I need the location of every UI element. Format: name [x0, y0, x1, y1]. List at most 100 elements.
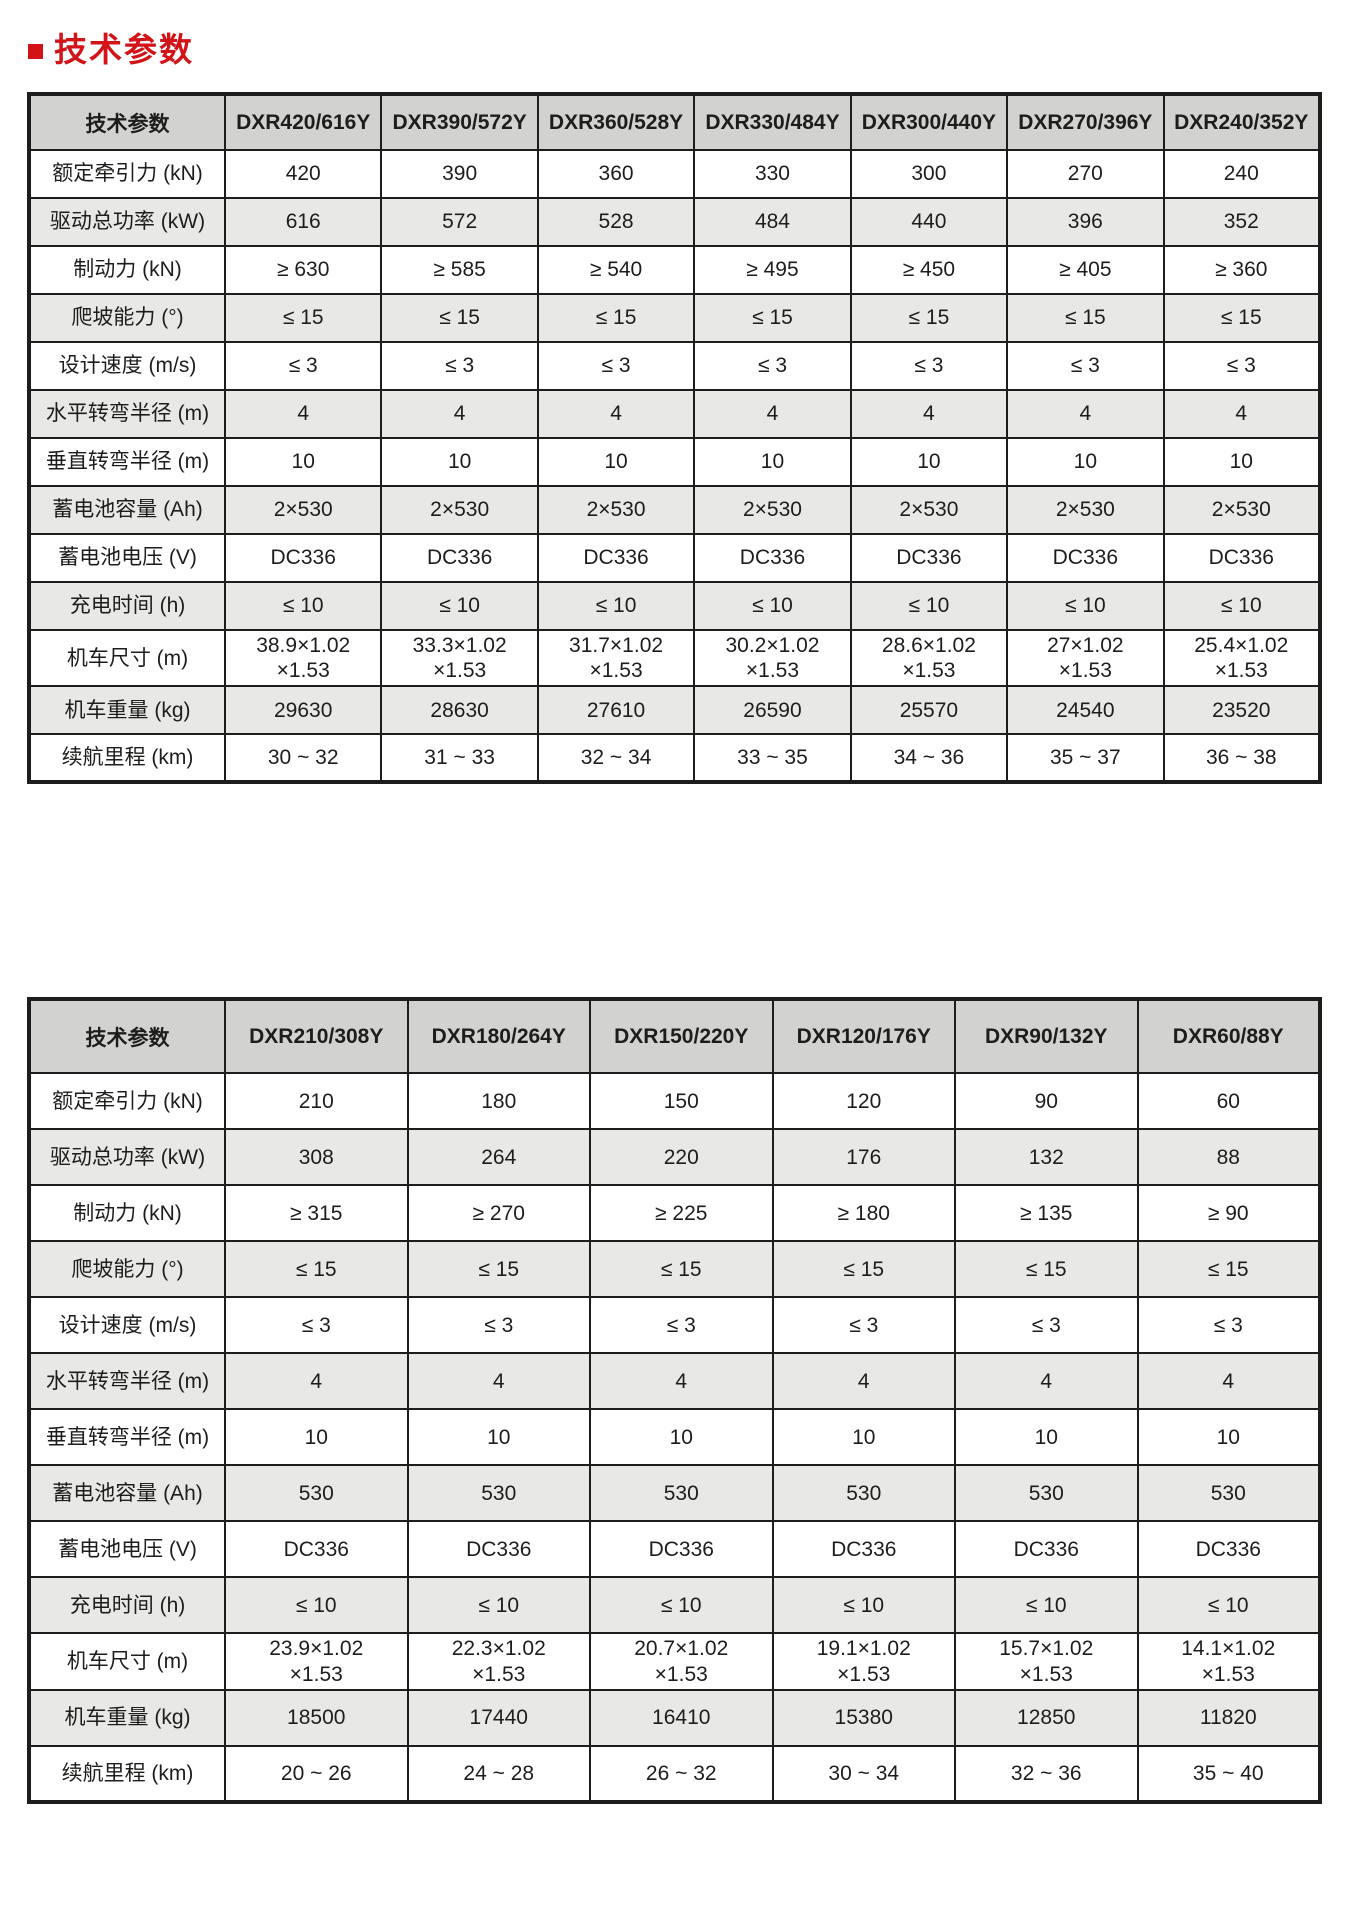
- value-cell: ≤ 3: [1006, 341, 1165, 391]
- value-cell: 2×530: [536, 485, 696, 535]
- value-cell: DC336: [693, 533, 852, 583]
- value-cell: 300: [849, 149, 1009, 199]
- value-cell: ≤ 3: [380, 341, 539, 391]
- table-row: 机车尺寸 (m) 23.9×1.02 ×1.53 22.3×1.02 ×1.53 20…: [28, 1632, 1321, 1691]
- value-cell: 22.3×1.02 ×1.53: [406, 1632, 591, 1691]
- value-cell: 180: [406, 1072, 591, 1131]
- title-bullet-icon: [28, 43, 43, 59]
- value-cell: DC336: [380, 533, 539, 583]
- value-cell: 35 ~ 40: [1136, 1744, 1321, 1803]
- value-cell: ≤ 15: [1162, 293, 1322, 343]
- value-cell: 17440: [406, 1688, 591, 1747]
- value-cell: 10: [1162, 437, 1322, 487]
- value-cell: 15.7×1.02 ×1.53: [954, 1632, 1139, 1691]
- row-label-cell: 额定牵引力 (kN): [28, 149, 226, 199]
- value-cell: 10: [224, 1408, 409, 1467]
- model-header-cell: DXR210/308Y: [224, 998, 409, 1075]
- row-label-cell: 设计速度 (m/s): [28, 341, 226, 391]
- value-cell: 10: [406, 1408, 591, 1467]
- table-row: 制动力 (kN) ≥ 315 ≥ 270 ≥ 225 ≥ 180 ≥ 135 ≥ 90: [28, 1184, 1321, 1243]
- value-cell: ≥ 315: [224, 1184, 409, 1243]
- value-cell: 10: [223, 437, 383, 487]
- value-cell: ≤ 10: [1136, 1576, 1321, 1635]
- value-cell: 330: [693, 149, 852, 199]
- table-row: 机车重量 (kg) 29630 28630 27610 26590 25570 24540 2…: [28, 685, 1322, 736]
- row-label-cell: 驱动总功率 (kW): [28, 1128, 226, 1187]
- row-label-cell: 设计速度 (m/s): [28, 1296, 226, 1355]
- value-cell: ≤ 10: [536, 581, 696, 631]
- row-label-cell: 机车重量 (kg): [28, 685, 226, 736]
- value-cell: 20 ~ 26: [224, 1744, 409, 1803]
- value-cell: ≤ 10: [771, 1576, 956, 1635]
- value-cell: DC336: [406, 1520, 591, 1579]
- value-cell: ≤ 3: [223, 341, 383, 391]
- value-cell: 150: [589, 1072, 774, 1131]
- value-cell: ≤ 10: [849, 581, 1009, 631]
- value-cell: ≤ 3: [536, 341, 696, 391]
- value-cell: 60: [1136, 1072, 1321, 1131]
- value-cell: 360: [536, 149, 696, 199]
- value-cell: 19.1×1.02 ×1.53: [771, 1632, 956, 1691]
- table-row: 续航里程 (km) 30 ~ 32 31 ~ 33 32 ~ 34 33 ~ 35 34 …: [28, 733, 1322, 784]
- model-header-cell: DXR180/264Y: [406, 998, 591, 1075]
- value-cell: 2×530: [1006, 485, 1165, 535]
- row-label-cell: 制动力 (kN): [28, 245, 226, 295]
- value-cell: ≤ 3: [1136, 1296, 1321, 1355]
- value-cell: 24 ~ 28: [406, 1744, 591, 1803]
- table-row: 制动力 (kN) ≥ 630 ≥ 585 ≥ 540 ≥ 495 ≥ 450 ≥ 405 ≥ …: [28, 245, 1322, 295]
- value-cell: 15380: [771, 1688, 956, 1747]
- table-row: 续航里程 (km) 20 ~ 26 24 ~ 28 26 ~ 32 30 ~ 34 32 …: [28, 1744, 1321, 1803]
- section-title: 技术参数: [28, 28, 1322, 70]
- value-cell: 18500: [224, 1688, 409, 1747]
- value-cell: ≥ 450: [849, 245, 1009, 295]
- value-cell: 176: [771, 1128, 956, 1187]
- value-cell: ≥ 630: [223, 245, 383, 295]
- value-cell: 10: [536, 437, 696, 487]
- value-cell: 396: [1006, 197, 1165, 247]
- value-cell: 27610: [536, 685, 696, 736]
- value-cell: 4: [380, 389, 539, 439]
- value-cell: 616: [223, 197, 383, 247]
- table-row: 爬坡能力 (°) ≤ 15 ≤ 15 ≤ 15 ≤ 15 ≤ 15 ≤ 15 ≤ 15: [28, 293, 1322, 343]
- value-cell: 572: [380, 197, 539, 247]
- value-cell: 32 ~ 34: [536, 733, 696, 784]
- value-cell: ≥ 225: [589, 1184, 774, 1243]
- table-row: 设计速度 (m/s) ≤ 3 ≤ 3 ≤ 3 ≤ 3 ≤ 3 ≤ 3 ≤ 3: [28, 341, 1322, 391]
- value-cell: 10: [589, 1408, 774, 1467]
- value-cell: 10: [1136, 1408, 1321, 1467]
- value-cell: ≥ 540: [536, 245, 696, 295]
- value-cell: ≥ 270: [406, 1184, 591, 1243]
- value-cell: 390: [380, 149, 539, 199]
- value-cell: DC336: [224, 1520, 409, 1579]
- value-cell: 308: [224, 1128, 409, 1187]
- value-cell: 30 ~ 34: [771, 1744, 956, 1803]
- value-cell: ≤ 10: [1162, 581, 1322, 631]
- value-cell: 4: [1162, 389, 1322, 439]
- value-cell: ≤ 15: [693, 293, 852, 343]
- value-cell: 528: [536, 197, 696, 247]
- value-cell: DC336: [849, 533, 1009, 583]
- table-row: 蓄电池容量 (Ah) 2×530 2×530 2×530 2×530 2×530 2×530…: [28, 485, 1322, 535]
- model-header-cell: DXR60/88Y: [1136, 998, 1321, 1075]
- value-cell: 10: [380, 437, 539, 487]
- value-cell: 4: [1006, 389, 1165, 439]
- model-header-cell: DXR330/484Y: [693, 93, 852, 151]
- value-cell: ≤ 3: [849, 341, 1009, 391]
- value-cell: ≤ 10: [224, 1576, 409, 1635]
- value-cell: DC336: [223, 533, 383, 583]
- value-cell: 440: [849, 197, 1009, 247]
- value-cell: 2×530: [849, 485, 1009, 535]
- value-cell: ≤ 3: [406, 1296, 591, 1355]
- value-cell: 29630: [223, 685, 383, 736]
- value-cell: 25570: [849, 685, 1009, 736]
- value-cell: 23.9×1.02 ×1.53: [224, 1632, 409, 1691]
- value-cell: 530: [406, 1464, 591, 1523]
- model-header-cell: DXR270/396Y: [1006, 93, 1165, 151]
- value-cell: ≤ 10: [1006, 581, 1165, 631]
- value-cell: 220: [589, 1128, 774, 1187]
- value-cell: 11820: [1136, 1688, 1321, 1747]
- value-cell: 24540: [1006, 685, 1165, 736]
- value-cell: ≤ 15: [1006, 293, 1165, 343]
- model-header-cell: DXR420/616Y: [223, 93, 383, 151]
- value-cell: 4: [954, 1352, 1139, 1411]
